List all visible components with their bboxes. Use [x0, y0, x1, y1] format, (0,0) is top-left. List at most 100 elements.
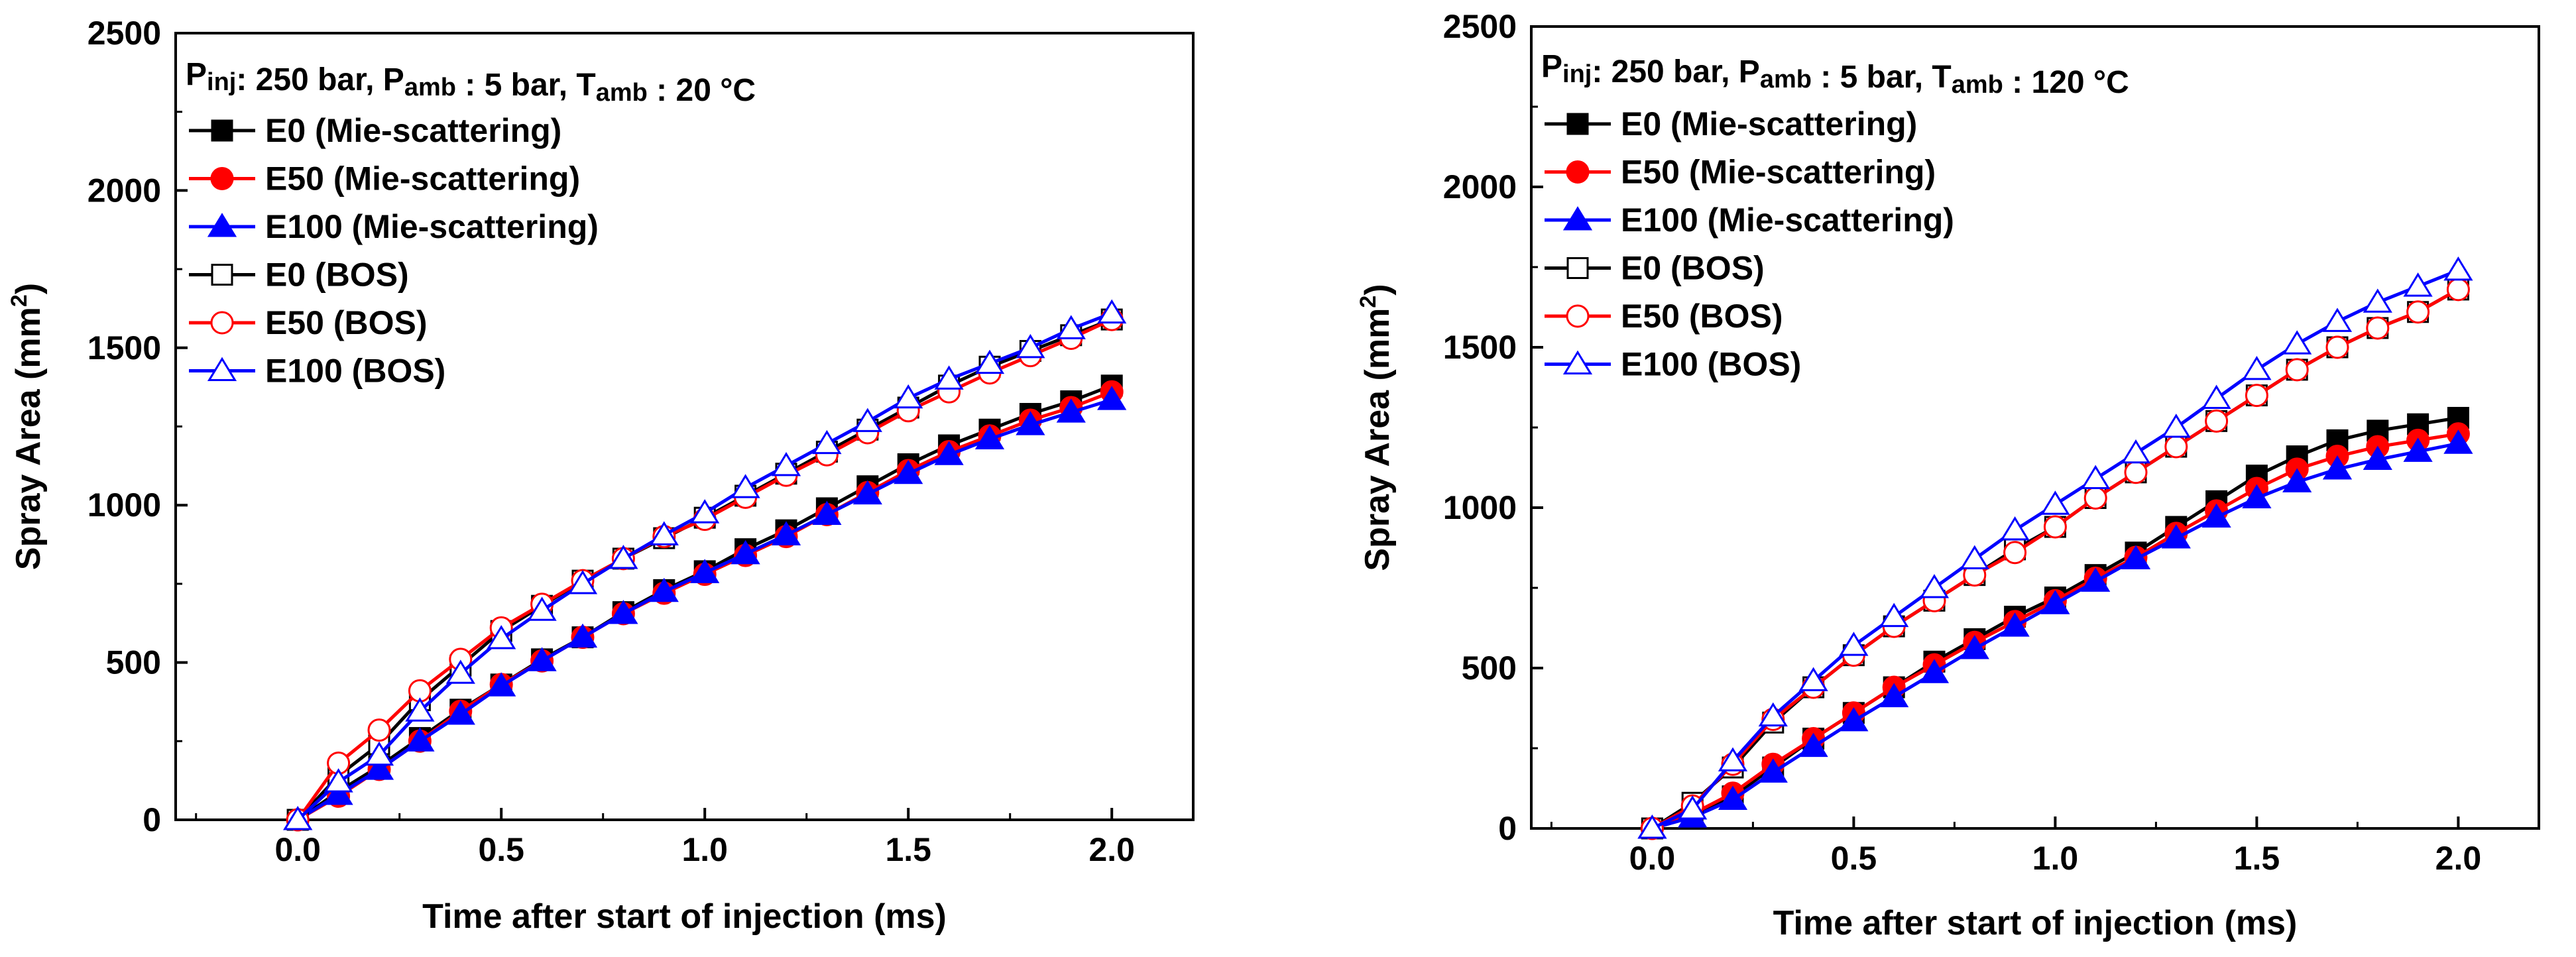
data-point: [2363, 288, 2392, 313]
data-point: [2003, 541, 2027, 565]
chart-left: 0.0 0.5 1.0 1.5 2.0 0 500 1000 1500 2000 2500 Time …: [7, 15, 1195, 936]
data-point: [771, 451, 801, 477]
legend-marker: [1566, 113, 1589, 135]
data-point: [609, 600, 638, 624]
condition-annotation: Pinj: 250 bar, Pamb : 5 bar, Tamb : 120 …: [1541, 49, 2129, 100]
legend-label: E100 (Mie-scattering): [265, 208, 599, 245]
x-tick-label: 0.5: [478, 831, 524, 868]
data-point: [649, 521, 679, 545]
x-tick-label: 2.0: [1088, 831, 1135, 868]
data-point: [1637, 815, 1667, 839]
x-axis-label: Time after start of injection (ms): [422, 897, 947, 936]
x-tick-label: 0.5: [1831, 840, 1877, 877]
series-e100-mie-scattering: [283, 386, 1127, 830]
data-point: [364, 741, 394, 766]
x-tick-label: 0.0: [1629, 840, 1676, 877]
series-line: [296, 384, 1113, 822]
data-point: [2325, 335, 2349, 359]
data-point: [1016, 411, 1045, 435]
data-point: [2161, 524, 2191, 549]
data-point: [1056, 398, 1086, 423]
legend-marker: [1562, 350, 1593, 375]
series-line: [296, 398, 1112, 822]
data-point: [1960, 635, 1989, 659]
y-tick-label: 1000: [88, 486, 161, 524]
data-point: [2043, 515, 2067, 539]
data-point: [1758, 702, 1788, 727]
legend-item-e100-mie-scattering: E100 (Mie-scattering): [1545, 201, 1954, 239]
legend-item-e0-mie-scattering: E0 (Mie-scattering): [1545, 105, 1917, 142]
legend-item-e50-mie-scattering: E50 (Mie-scattering): [189, 160, 580, 197]
data-point: [852, 408, 882, 432]
legend-marker: [1566, 160, 1590, 184]
y-tick-label: 2000: [88, 172, 161, 209]
legend-item-e100-bos: E100 (BOS): [189, 353, 445, 390]
data-point: [323, 768, 353, 793]
data-point: [1678, 795, 1708, 820]
legend-item-e0-mie-scattering: E0 (Mie-scattering): [189, 112, 561, 149]
data-point: [1879, 683, 1909, 708]
data-point: [2161, 414, 2191, 438]
data-point: [974, 425, 1005, 450]
data-point: [2443, 429, 2473, 454]
legend: E0 (Mie-scattering) E50 (Mie-scattering) E…: [189, 112, 599, 390]
data-point: [1016, 333, 1045, 359]
data-point: [1839, 632, 1869, 656]
legend-item-e0-bos: E0 (BOS): [1545, 250, 1765, 287]
data-point: [2446, 278, 2470, 302]
chart-right: 0.0 0.5 1.0 1.5 2.0 0 500 1000 1500 2000 2500 Time …: [1356, 8, 2540, 942]
data-point: [2406, 300, 2430, 324]
data-point: [323, 781, 353, 805]
data-point: [812, 500, 842, 525]
legend-label: E50 (Mie-scattering): [1621, 154, 1936, 191]
legend-item-e50-bos: E50 (BOS): [1545, 298, 1783, 335]
data-point: [567, 623, 598, 648]
data-point: [1718, 785, 1748, 810]
data-point: [2201, 384, 2231, 409]
data-point: [2121, 545, 2151, 569]
data-point: [2403, 272, 2433, 297]
data-point: [2242, 484, 2272, 509]
data-point: [283, 806, 313, 830]
data-point: [2205, 409, 2229, 433]
data-point: [731, 474, 760, 498]
series-e100-bos: [283, 299, 1127, 830]
data-point: [2245, 384, 2268, 408]
data-point: [1097, 386, 1127, 410]
y-tick-label: 1500: [1443, 329, 1517, 366]
legend-label: E100 (BOS): [1621, 346, 1801, 383]
x-tick-label: 1.5: [885, 831, 931, 868]
legend-marker: [207, 213, 237, 237]
data-point: [405, 697, 435, 722]
data-point: [2040, 590, 2070, 614]
data-point: [1919, 574, 1950, 598]
legend-marker: [211, 119, 233, 142]
data-point: [690, 499, 720, 524]
legend-item-e100-bos: E100 (BOS): [1545, 346, 1801, 383]
data-point: [2201, 503, 2231, 528]
data-point: [2403, 437, 2433, 462]
data-point: [527, 596, 557, 621]
x-axis-label: Time after start of injection (ms): [1773, 904, 2298, 942]
series-e100-bos: [1637, 256, 2473, 839]
y-tick-label: 0: [143, 801, 161, 838]
y-tick-label: 2000: [1443, 168, 1517, 205]
data-point: [2282, 468, 2312, 492]
data-point: [405, 727, 435, 752]
x-tick-label: 1.0: [2032, 840, 2079, 877]
data-point: [690, 559, 720, 583]
legend-item-e50-mie-scattering: E50 (Mie-scattering): [1545, 154, 1936, 191]
y-tick-label: 2500: [1443, 8, 1517, 45]
series-line: [296, 390, 1113, 822]
data-point: [2040, 490, 2070, 515]
data-point: [2366, 316, 2390, 340]
data-point: [527, 647, 557, 671]
data-point: [364, 756, 394, 780]
data-point: [812, 429, 842, 455]
data-point: [1798, 667, 1828, 691]
data-point: [894, 459, 923, 484]
data-point: [1839, 706, 1869, 732]
x-tick-label: 1.0: [681, 831, 728, 868]
y-tick-label: 500: [1462, 649, 1517, 687]
legend-label: E100 (Mie-scattering): [1621, 201, 1954, 239]
